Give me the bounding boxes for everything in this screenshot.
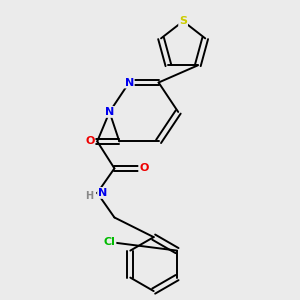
Text: H: H bbox=[85, 191, 94, 201]
Text: N: N bbox=[98, 188, 107, 198]
Text: N: N bbox=[124, 77, 134, 88]
Text: Cl: Cl bbox=[103, 237, 116, 247]
Text: O: O bbox=[85, 136, 94, 146]
Text: O: O bbox=[139, 164, 148, 173]
Text: S: S bbox=[179, 16, 187, 26]
Text: N: N bbox=[105, 107, 114, 117]
